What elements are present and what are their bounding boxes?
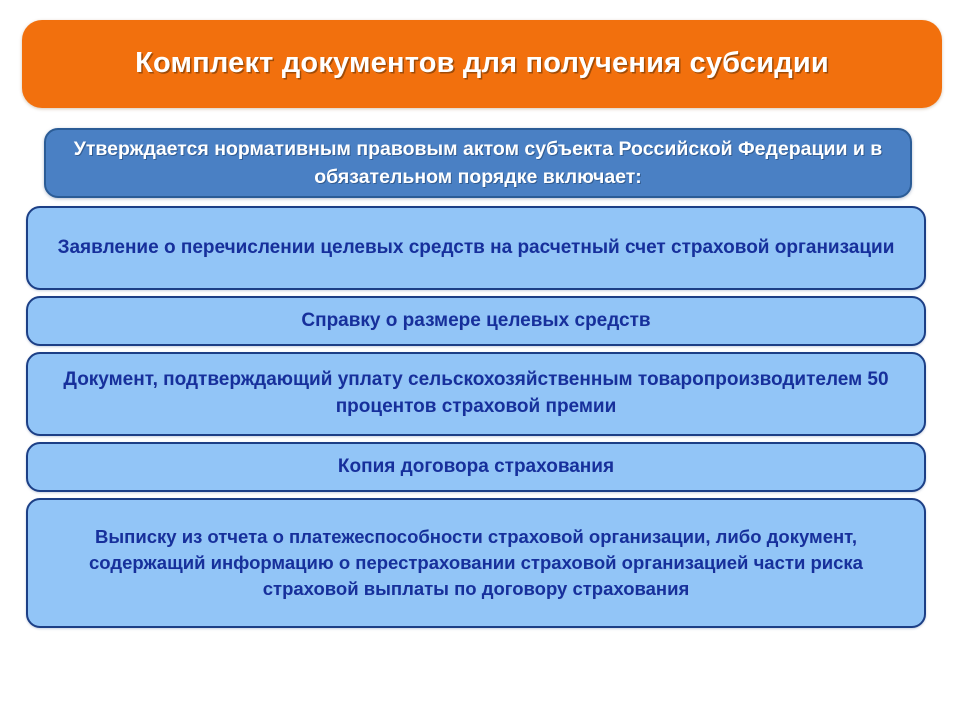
list-item-text: Справку о размере целевых средств: [301, 309, 651, 331]
title-banner: Комплект документов для получения субсид…: [22, 20, 942, 108]
list-item: Заявление о перечислении целевых средств…: [26, 206, 926, 290]
page-title: Комплект документов для получения субсид…: [135, 47, 829, 80]
list-item: Документ, подтверждающий уплату сельскох…: [26, 352, 926, 436]
list-item-text: Заявление о перечислении целевых средств…: [57, 236, 895, 258]
list-item: Справку о размере целевых средств: [26, 296, 926, 346]
list-item: Выписку из отчета о платежеспособности с…: [26, 498, 926, 628]
list-item: Копия договора страхования: [26, 442, 926, 492]
intro-statement-text: Утверждается нормативным правовым актом …: [73, 137, 883, 188]
list-item-text: Копия договора страхования: [337, 455, 615, 477]
document-list: Заявление о перечислении целевых средств…: [26, 206, 926, 634]
list-item-text: Выписку из отчета о платежеспособности с…: [89, 525, 863, 600]
list-item-text: Документ, подтверждающий уплату сельскох…: [63, 369, 889, 417]
intro-statement-box: Утверждается нормативным правовым актом …: [44, 128, 912, 198]
